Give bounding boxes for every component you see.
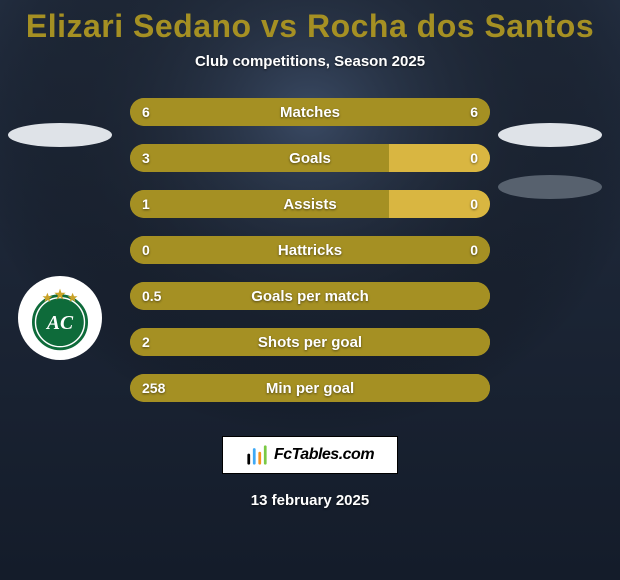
- svg-text:AC: AC: [45, 313, 74, 334]
- stat-value-right: 0: [470, 236, 478, 264]
- stat-row: 2Shots per goal: [130, 328, 490, 356]
- stat-row: 6Matches6: [130, 98, 490, 126]
- player-left-club-crest: AC: [18, 276, 102, 360]
- stat-label: Min per goal: [130, 374, 490, 402]
- stat-value-right: 0: [470, 144, 478, 172]
- stat-row: 3Goals0: [130, 144, 490, 172]
- fctables-mark-icon: [246, 444, 268, 466]
- stat-label: Matches: [130, 98, 490, 126]
- date-label: 13 february 2025: [0, 492, 620, 509]
- brand-footer: FcTables.com: [222, 436, 398, 474]
- player-right-photo-slot: [498, 123, 602, 147]
- player-right-club-slot: [498, 175, 602, 199]
- stat-row: 1Assists0: [130, 190, 490, 218]
- club-crest-icon: AC: [25, 283, 95, 353]
- stat-label: Goals: [130, 144, 490, 172]
- stat-label: Assists: [130, 190, 490, 218]
- stat-value-right: 0: [470, 190, 478, 218]
- stat-label: Hattricks: [130, 236, 490, 264]
- player-left-photo-slot: [8, 123, 112, 147]
- subtitle: Club competitions, Season 2025: [0, 53, 620, 70]
- stat-bars: 6Matches63Goals01Assists00Hattricks00.5G…: [110, 98, 510, 420]
- stat-label: Shots per goal: [130, 328, 490, 356]
- stat-row: 0.5Goals per match: [130, 282, 490, 310]
- brand-text: FcTables.com: [274, 446, 374, 464]
- stat-row: 0Hattricks0: [130, 236, 490, 264]
- comparison-panel: AC 6Matches63Goals01Assists00Hattricks00…: [0, 98, 620, 418]
- stat-row: 258Min per goal: [130, 374, 490, 402]
- stat-value-right: 6: [470, 98, 478, 126]
- page-title: Elizari Sedano vs Rocha dos Santos: [0, 0, 620, 45]
- stat-label: Goals per match: [130, 282, 490, 310]
